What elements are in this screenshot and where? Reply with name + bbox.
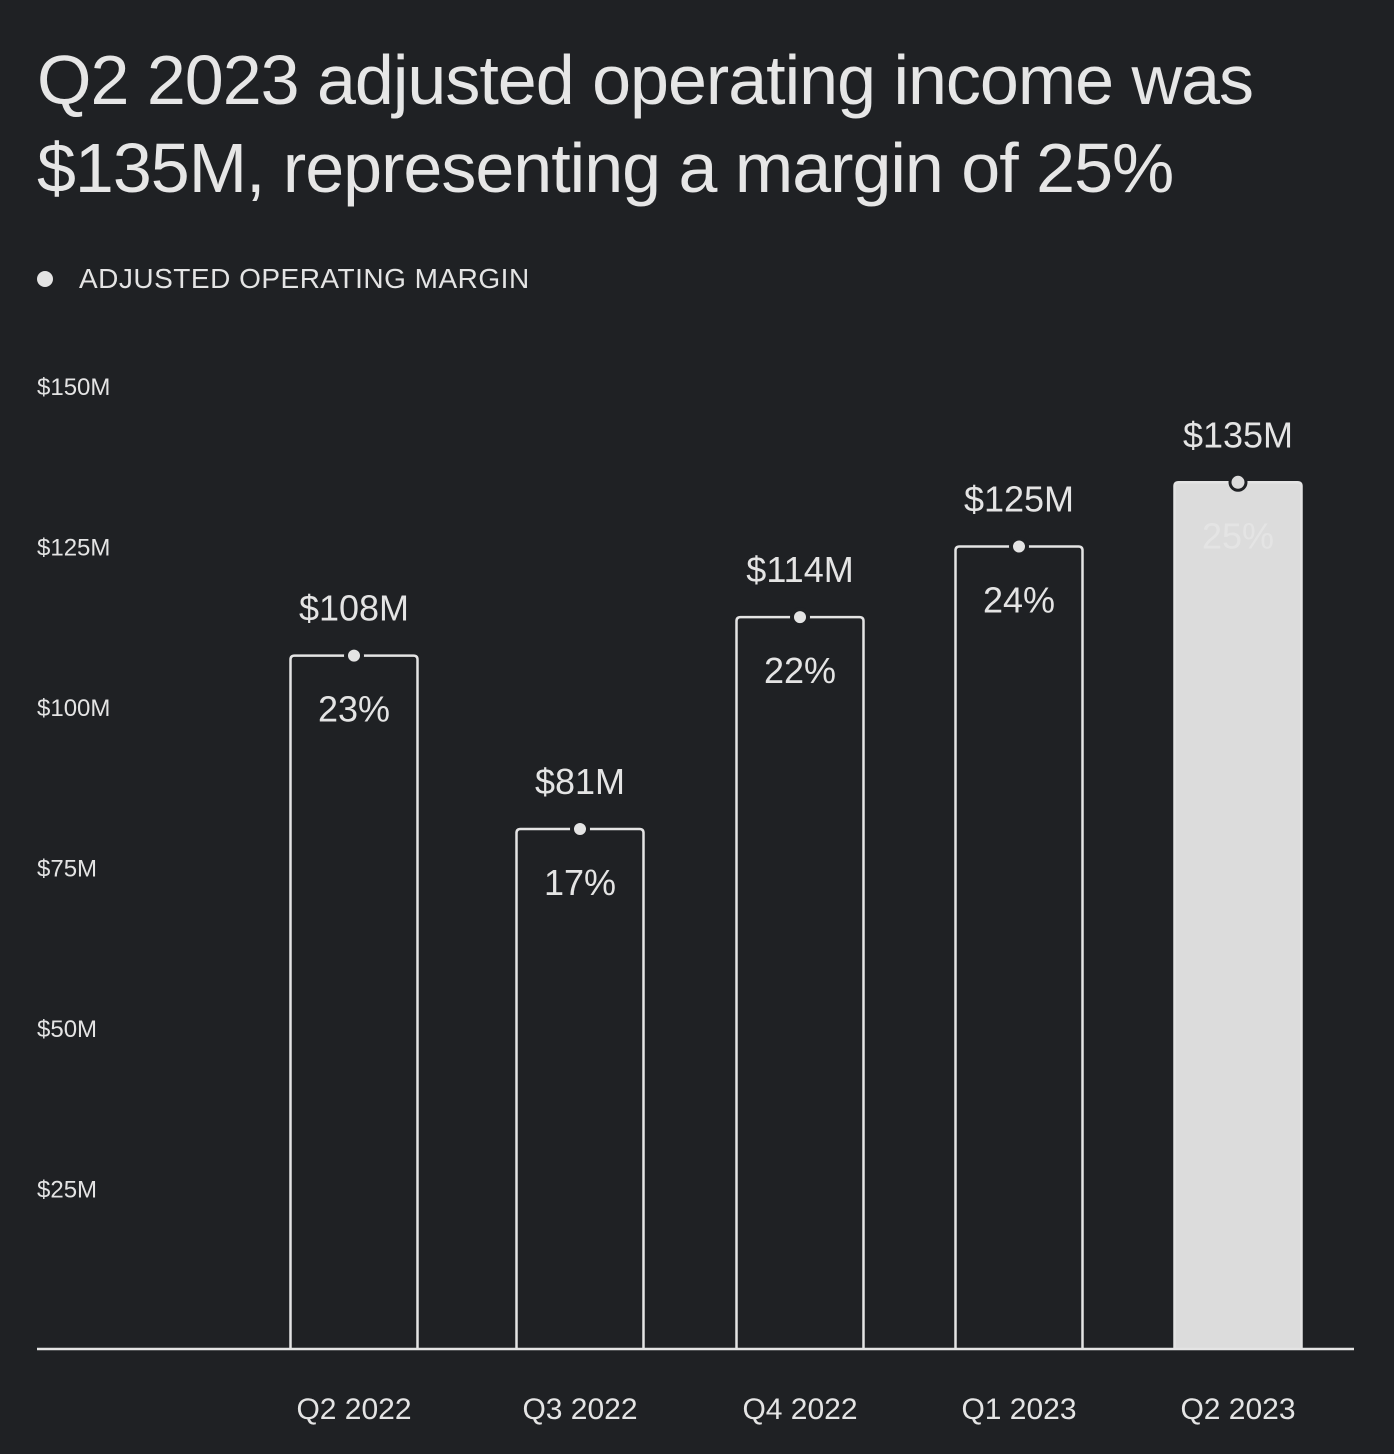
margin-value-label: 23% [318,689,390,730]
margin-marker [790,607,810,628]
bar-value-label: $108M [299,588,409,629]
legend: ADJUSTED OPERATING MARGIN [37,262,530,296]
bar-value-label: $135M [1183,414,1293,455]
margin-marker [1228,472,1248,492]
bar [735,615,865,1349]
x-tick-label: Q2 2023 [1180,1393,1295,1426]
margin-value-label: 22% [764,650,836,691]
bar [515,827,645,1349]
bar [1173,481,1303,1349]
margin-marker [1009,536,1029,557]
x-tick-label: Q2 2022 [296,1393,411,1426]
y-tick-label: $100M [37,695,110,722]
y-tick-label: $50M [37,1016,97,1043]
y-tick-label: $150M [37,374,110,401]
legend-label: ADJUSTED OPERATING MARGIN [79,263,530,294]
margin-marker [570,818,590,839]
dot-icon [37,271,53,287]
bar-value-label: $125M [964,479,1074,520]
y-tick-label: $25M [37,1177,97,1204]
x-tick-label: Q4 2022 [742,1393,857,1426]
bar-value-label: $81M [535,761,625,802]
y-tick-label: $75M [37,856,97,883]
bar [289,654,419,1349]
margin-marker [344,645,364,666]
margin-value-label: 24% [983,580,1055,621]
x-tick-label: Q1 2023 [961,1393,1076,1426]
y-tick-label: $125M [37,535,110,562]
margin-value-label: 17% [544,862,616,903]
margin-value-label: 25% [1202,515,1274,556]
chart-title: Q2 2023 adjusted operating income was $1… [37,41,1254,207]
x-tick-label: Q3 2022 [522,1393,637,1426]
bar [954,545,1084,1349]
bar-value-label: $114M [746,549,853,590]
